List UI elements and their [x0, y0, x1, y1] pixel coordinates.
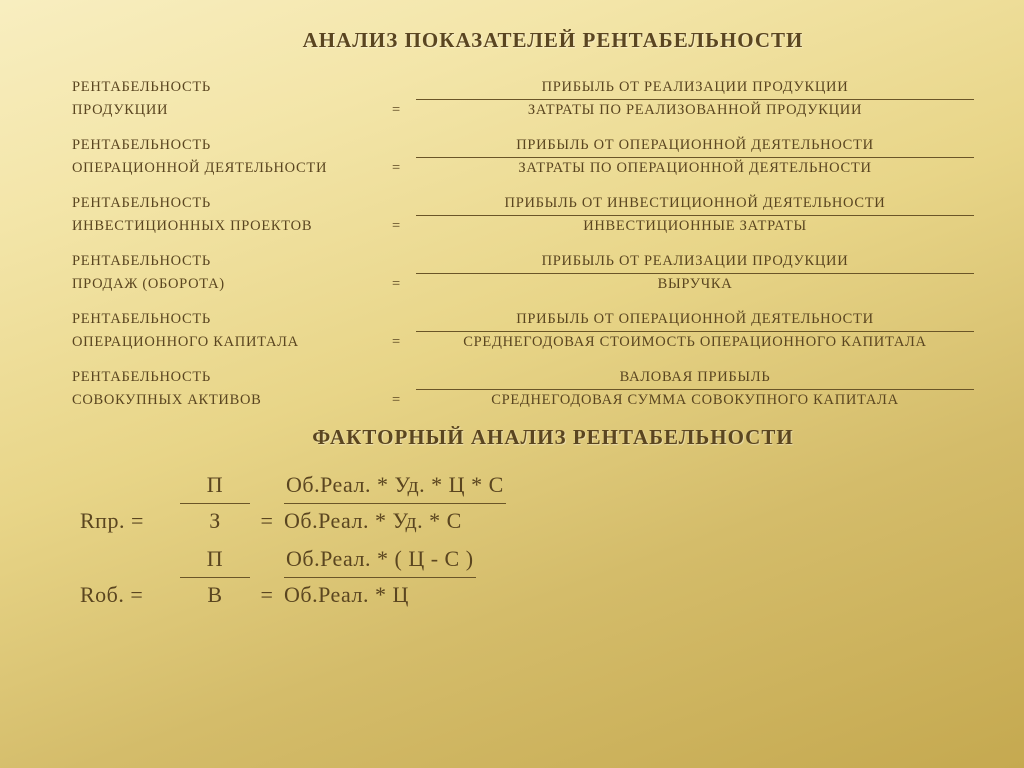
- ratio-block-1: РЕНТАБЕЛЬНОСТЬ ПРИБЫЛЬ ОТ РЕАЛИЗАЦИИ ПРО…: [72, 77, 974, 121]
- ratio-block-4: РЕНТАБЕЛЬНОСТЬ ПРИБЫЛЬ ОТ РЕАЛИЗАЦИИ ПРО…: [72, 251, 974, 295]
- f2-rhs-denominator: Об.Реал. * Ц: [284, 578, 974, 612]
- f1-lhs: Rпр. =: [80, 504, 180, 538]
- ratio-label-line1: РЕНТАБЕЛЬНОСТЬ: [72, 77, 392, 98]
- f1-mid-numerator: П: [180, 468, 250, 504]
- f2-equals: =: [250, 578, 284, 612]
- f1-rhs-numerator: Об.Реал. * Уд. * Ц * С: [284, 468, 506, 504]
- f2-mid-denominator: В: [180, 578, 250, 612]
- f2-mid-numerator: П: [180, 542, 250, 578]
- factor-formula-1: П Об.Реал. * Уд. * Ц * С Rпр. = З = Об.Р…: [80, 468, 974, 538]
- f1-rhs-denominator: Об.Реал. * Уд. * С: [284, 504, 974, 538]
- ratio-block-5: РЕНТАБЕЛЬНОСТЬ ПРИБЫЛЬ ОТ ОПЕРАЦИОННОЙ Д…: [72, 309, 974, 353]
- ratio-block-2: РЕНТАБЕЛЬНОСТЬ ПРИБЫЛЬ ОТ ОПЕРАЦИОННОЙ Д…: [72, 135, 974, 179]
- f2-rhs-numerator: Об.Реал. * ( Ц - С ): [284, 542, 476, 578]
- f2-lhs: Rоб. =: [80, 578, 180, 612]
- factor-formula-2: П Об.Реал. * ( Ц - С ) Rоб. = В = Об.Реа…: [80, 542, 974, 612]
- ratio-numerator: ПРИБЫЛЬ ОТ РЕАЛИЗАЦИИ ПРОДУКЦИИ: [416, 77, 974, 100]
- equals-sign: =: [392, 100, 416, 121]
- ratio-denominator: ЗАТРАТЫ ПО РЕАЛИЗОВАННОЙ ПРОДУКЦИИ: [416, 100, 974, 121]
- ratio-block-3: РЕНТАБЕЛЬНОСТЬ ПРИБЫЛЬ ОТ ИНВЕСТИЦИОННОЙ…: [72, 193, 974, 237]
- main-title: АНАЛИЗ ПОКАЗАТЕЛЕЙ РЕНТАБЕЛЬНОСТИ: [132, 28, 974, 53]
- section-title-factor: ФАКТОРНЫЙ АНАЛИЗ РЕНТАБЕЛЬНОСТИ: [132, 425, 974, 450]
- ratio-block-6: РЕНТАБЕЛЬНОСТЬ ВАЛОВАЯ ПРИБЫЛЬ СОВОКУПНЫ…: [72, 367, 974, 411]
- f1-equals: =: [250, 504, 284, 538]
- f1-mid-denominator: З: [180, 504, 250, 538]
- ratio-label-line2: ПРОДУКЦИИ: [72, 100, 392, 121]
